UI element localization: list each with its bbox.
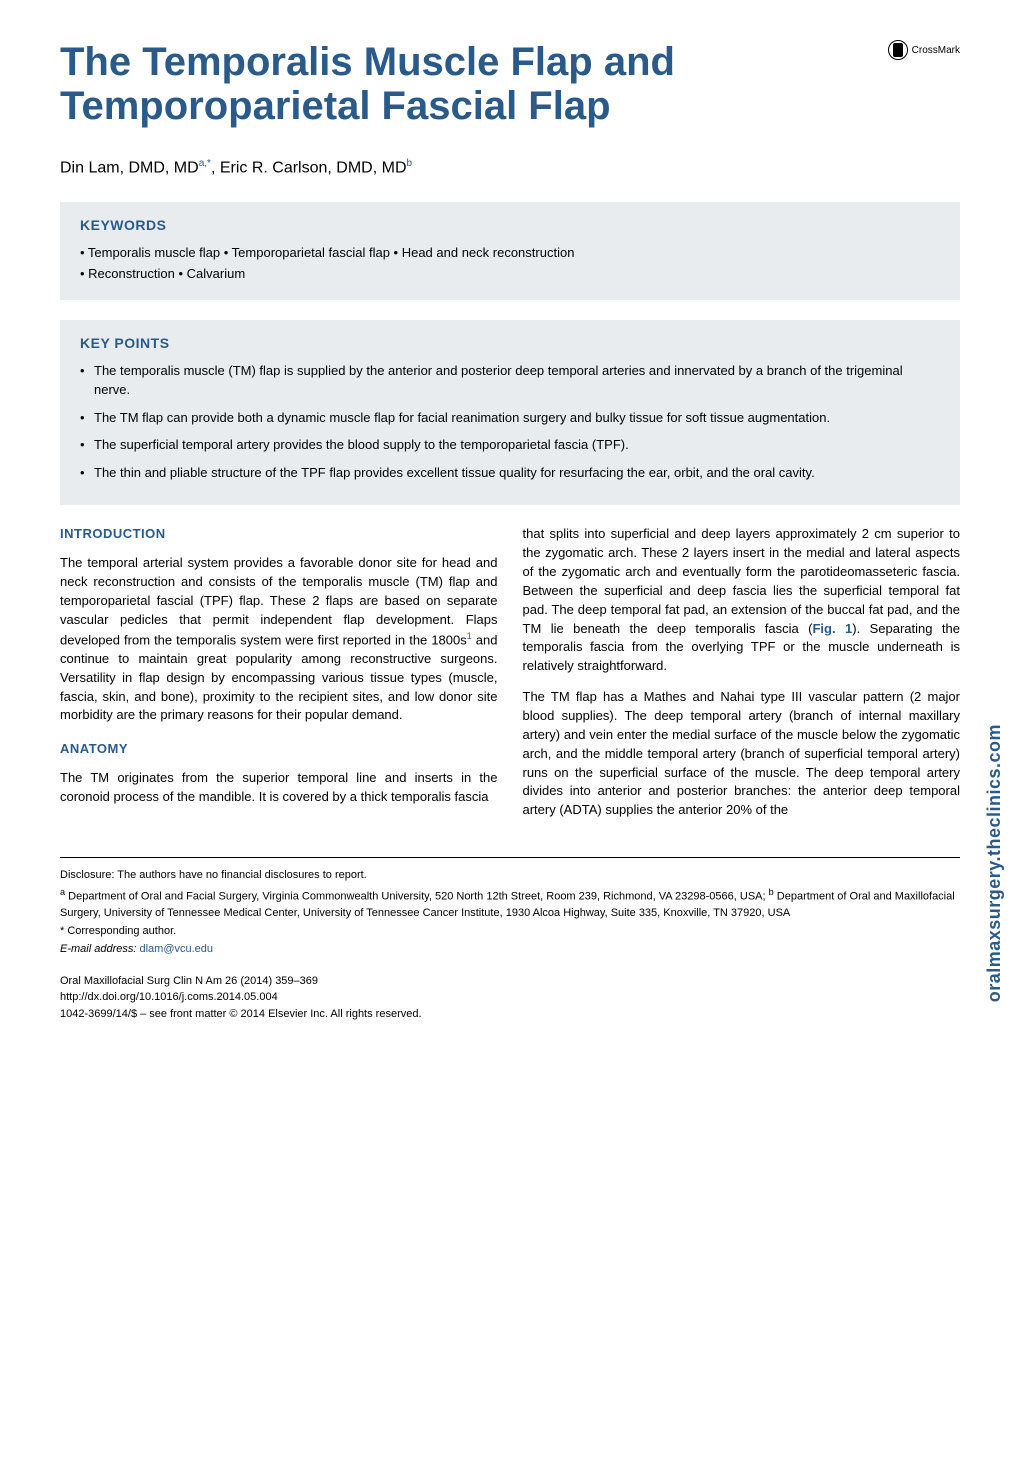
crossmark-label: CrossMark bbox=[912, 45, 960, 56]
disclosure-text: Disclosure: The authors have no financia… bbox=[60, 868, 960, 883]
author-1-affil: a, bbox=[199, 158, 207, 169]
crossmark-badge[interactable]: CrossMark bbox=[888, 40, 960, 60]
keypoint-item: The temporalis muscle (TM) flap is suppl… bbox=[80, 361, 940, 400]
journal-citation: Oral Maxillofacial Surg Clin N Am 26 (20… bbox=[60, 973, 960, 990]
col2-text-a: that splits into superficial and deep la… bbox=[523, 526, 961, 635]
keypoints-heading: KEY POINTS bbox=[80, 335, 940, 351]
anatomy-paragraph-1: The TM originates from the superior temp… bbox=[60, 769, 498, 807]
author-2: , Eric R. Carlson, DMD, MD bbox=[211, 159, 407, 176]
intro-paragraph: The temporal arterial system provides a … bbox=[60, 554, 498, 725]
authors-line: Din Lam, DMD, MDa,*, Eric R. Carlson, DM… bbox=[60, 158, 960, 177]
affil-a-text: Department of Oral and Facial Surgery, V… bbox=[65, 891, 769, 903]
author-1: Din Lam, DMD, MD bbox=[60, 159, 199, 176]
keypoint-item: The TM flap can provide both a dynamic m… bbox=[80, 408, 940, 428]
column-right: that splits into superficial and deep la… bbox=[523, 525, 961, 832]
copyright-line: 1042-3699/14/$ – see front matter © 2014… bbox=[60, 1006, 960, 1023]
anatomy-paragraph-1-cont: that splits into superficial and deep la… bbox=[523, 525, 961, 676]
keywords-list: • Temporalis muscle flap • Temporopariet… bbox=[80, 243, 940, 285]
footer-divider bbox=[60, 857, 960, 858]
anatomy-paragraph-2: The TM flap has a Mathes and Nahai type … bbox=[523, 688, 961, 820]
affiliations: a Department of Oral and Facial Surgery,… bbox=[60, 886, 960, 920]
publication-info: Oral Maxillofacial Surg Clin N Am 26 (20… bbox=[60, 973, 960, 1023]
keypoint-item: The superficial temporal artery provides… bbox=[80, 435, 940, 455]
body-columns: INTRODUCTION The temporal arterial syste… bbox=[60, 525, 960, 832]
author-email[interactable]: dlam@vcu.edu bbox=[139, 943, 213, 955]
footer-block: Disclosure: The authors have no financia… bbox=[60, 868, 960, 958]
author-2-affil: b bbox=[407, 158, 413, 169]
intro-text-a: The temporal arterial system provides a … bbox=[60, 555, 498, 647]
email-label: E-mail address: bbox=[60, 943, 139, 955]
figure-1-reference[interactable]: Fig. 1 bbox=[812, 621, 852, 636]
keywords-heading: KEYWORDS bbox=[80, 217, 940, 233]
keypoint-item: The thin and pliable structure of the TP… bbox=[80, 463, 940, 483]
article-title: The Temporalis Muscle Flap and Temporopa… bbox=[60, 40, 810, 128]
keypoints-box: KEY POINTS The temporalis muscle (TM) fl… bbox=[60, 320, 960, 506]
anatomy-heading: ANATOMY bbox=[60, 740, 498, 759]
column-left: INTRODUCTION The temporal arterial syste… bbox=[60, 525, 498, 832]
doi-link[interactable]: http://dx.doi.org/10.1016/j.coms.2014.05… bbox=[60, 989, 960, 1006]
sidebar-journal-url[interactable]: oralmaxsurgery.theclinics.com bbox=[984, 724, 1005, 1002]
corresponding-author: * Corresponding author. bbox=[60, 924, 960, 939]
introduction-heading: INTRODUCTION bbox=[60, 525, 498, 544]
email-line: E-mail address: dlam@vcu.edu bbox=[60, 942, 960, 957]
keypoints-list: The temporalis muscle (TM) flap is suppl… bbox=[80, 361, 940, 483]
crossmark-icon bbox=[888, 40, 908, 60]
keywords-box: KEYWORDS • Temporalis muscle flap • Temp… bbox=[60, 202, 960, 300]
